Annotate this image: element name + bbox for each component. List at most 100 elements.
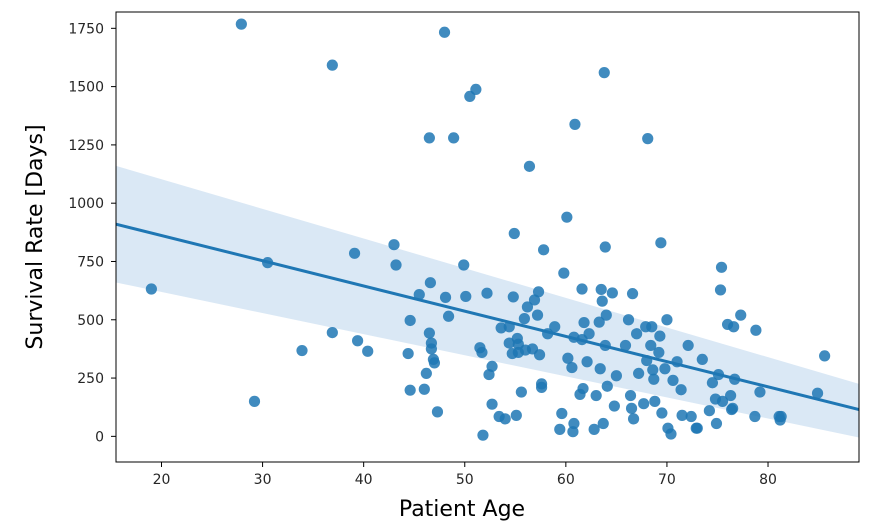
data-point — [654, 330, 666, 342]
data-point — [811, 387, 824, 399]
confidence-band — [116, 165, 859, 438]
data-point — [577, 382, 589, 395]
data-point — [499, 413, 511, 425]
data-point — [661, 314, 673, 326]
data-point — [631, 328, 643, 340]
data-point — [404, 384, 416, 396]
data-point — [633, 367, 645, 379]
confidence-band-layer — [116, 165, 859, 438]
data-point — [622, 314, 635, 326]
data-point — [725, 389, 737, 402]
data-point — [569, 118, 581, 130]
data-point — [458, 259, 470, 271]
data-point — [675, 384, 687, 396]
data-point — [706, 377, 719, 389]
data-point — [691, 422, 703, 434]
data-point — [595, 283, 607, 296]
data-point — [715, 261, 728, 273]
data-point — [728, 321, 740, 333]
data-point — [685, 410, 697, 423]
data-point — [619, 339, 632, 352]
data-point — [727, 402, 739, 414]
data-point — [588, 423, 600, 435]
data-point — [610, 370, 622, 382]
y-tick-label: 750 — [77, 254, 104, 270]
data-points-layer — [145, 18, 831, 441]
data-point — [507, 291, 519, 303]
x-tick-label: 80 — [759, 472, 777, 488]
x-axis-ticks: 20 30 40 50 60 70 80 — [153, 462, 777, 488]
data-point — [638, 398, 650, 410]
data-point — [749, 410, 761, 423]
data-point — [352, 335, 364, 347]
data-point — [477, 429, 489, 441]
data-point — [470, 83, 482, 96]
data-point — [626, 288, 639, 300]
data-point — [599, 241, 611, 253]
data-point — [486, 360, 498, 373]
plot-frame — [115, 11, 860, 463]
data-point — [442, 310, 455, 322]
data-point — [659, 363, 671, 375]
data-point — [531, 309, 544, 321]
data-point — [562, 352, 574, 364]
data-point — [510, 409, 522, 421]
data-point — [735, 309, 747, 321]
data-point — [420, 367, 432, 379]
y-tick-label: 250 — [77, 371, 104, 387]
data-point — [625, 402, 638, 414]
data-point — [645, 339, 657, 352]
data-point — [561, 211, 573, 223]
data-point — [576, 283, 588, 295]
data-point — [326, 59, 338, 71]
data-point — [567, 426, 579, 438]
data-point — [653, 346, 665, 359]
x-tick-label: 60 — [557, 472, 575, 488]
data-point — [649, 395, 661, 407]
data-point — [627, 413, 640, 425]
data-point — [597, 417, 609, 430]
data-point — [647, 364, 659, 376]
data-point — [549, 321, 561, 333]
data-point — [655, 237, 667, 249]
data-point — [656, 407, 668, 419]
data-point — [388, 239, 400, 251]
data-point — [754, 386, 766, 398]
data-point — [642, 133, 654, 145]
data-point — [554, 423, 566, 435]
data-point — [439, 291, 452, 303]
data-point — [460, 290, 472, 303]
data-point — [775, 410, 787, 423]
data-point — [716, 395, 729, 407]
data-point — [535, 381, 548, 393]
data-point — [481, 287, 493, 299]
data-point — [593, 316, 605, 328]
data-point — [533, 349, 546, 361]
data-point — [648, 373, 660, 385]
y-tick-label: 1750 — [68, 21, 104, 37]
data-point — [608, 400, 620, 412]
data-point — [425, 343, 437, 355]
data-point — [596, 295, 608, 307]
data-point — [581, 356, 593, 368]
data-point — [601, 380, 613, 392]
data-point — [438, 26, 451, 38]
data-point — [296, 344, 308, 357]
data-point — [348, 247, 361, 259]
data-point — [423, 327, 435, 339]
x-tick-label: 20 — [153, 472, 171, 488]
data-point — [486, 398, 498, 410]
y-tick-label: 1500 — [68, 80, 104, 96]
data-point — [413, 288, 425, 301]
data-point — [532, 286, 545, 298]
data-point — [665, 428, 677, 440]
data-point — [235, 18, 247, 30]
data-point — [448, 132, 460, 144]
x-axis-label: Patient Age — [399, 497, 525, 522]
data-point — [431, 406, 444, 418]
data-point — [667, 374, 679, 386]
data-point — [518, 313, 530, 325]
x-tick-label: 70 — [658, 472, 676, 488]
data-point — [423, 132, 435, 144]
data-point — [710, 417, 723, 430]
